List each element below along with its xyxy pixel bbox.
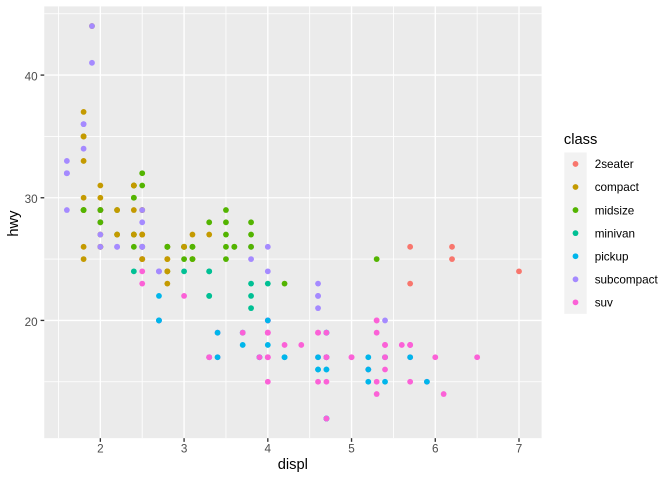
svg-text:20: 20 [25, 316, 39, 329]
svg-text:suv: suv [595, 297, 613, 310]
svg-text:5: 5 [348, 443, 355, 456]
svg-text:4: 4 [265, 443, 272, 456]
svg-text:30: 30 [25, 193, 39, 206]
svg-text:compact: compact [595, 181, 640, 194]
svg-text:2: 2 [97, 443, 104, 456]
svg-text:hwy: hwy [6, 210, 22, 237]
svg-text:displ: displ [278, 457, 308, 473]
svg-text:class: class [564, 132, 597, 148]
svg-text:2seater: 2seater [595, 158, 634, 171]
svg-text:7: 7 [516, 443, 523, 456]
svg-text:subcompact: subcompact [595, 273, 659, 286]
svg-text:pickup: pickup [595, 250, 629, 263]
svg-text:minivan: minivan [595, 227, 635, 240]
svg-text:midsize: midsize [595, 204, 635, 217]
svg-text:3: 3 [181, 443, 188, 456]
svg-text:40: 40 [25, 70, 39, 83]
svg-text:6: 6 [432, 443, 439, 456]
